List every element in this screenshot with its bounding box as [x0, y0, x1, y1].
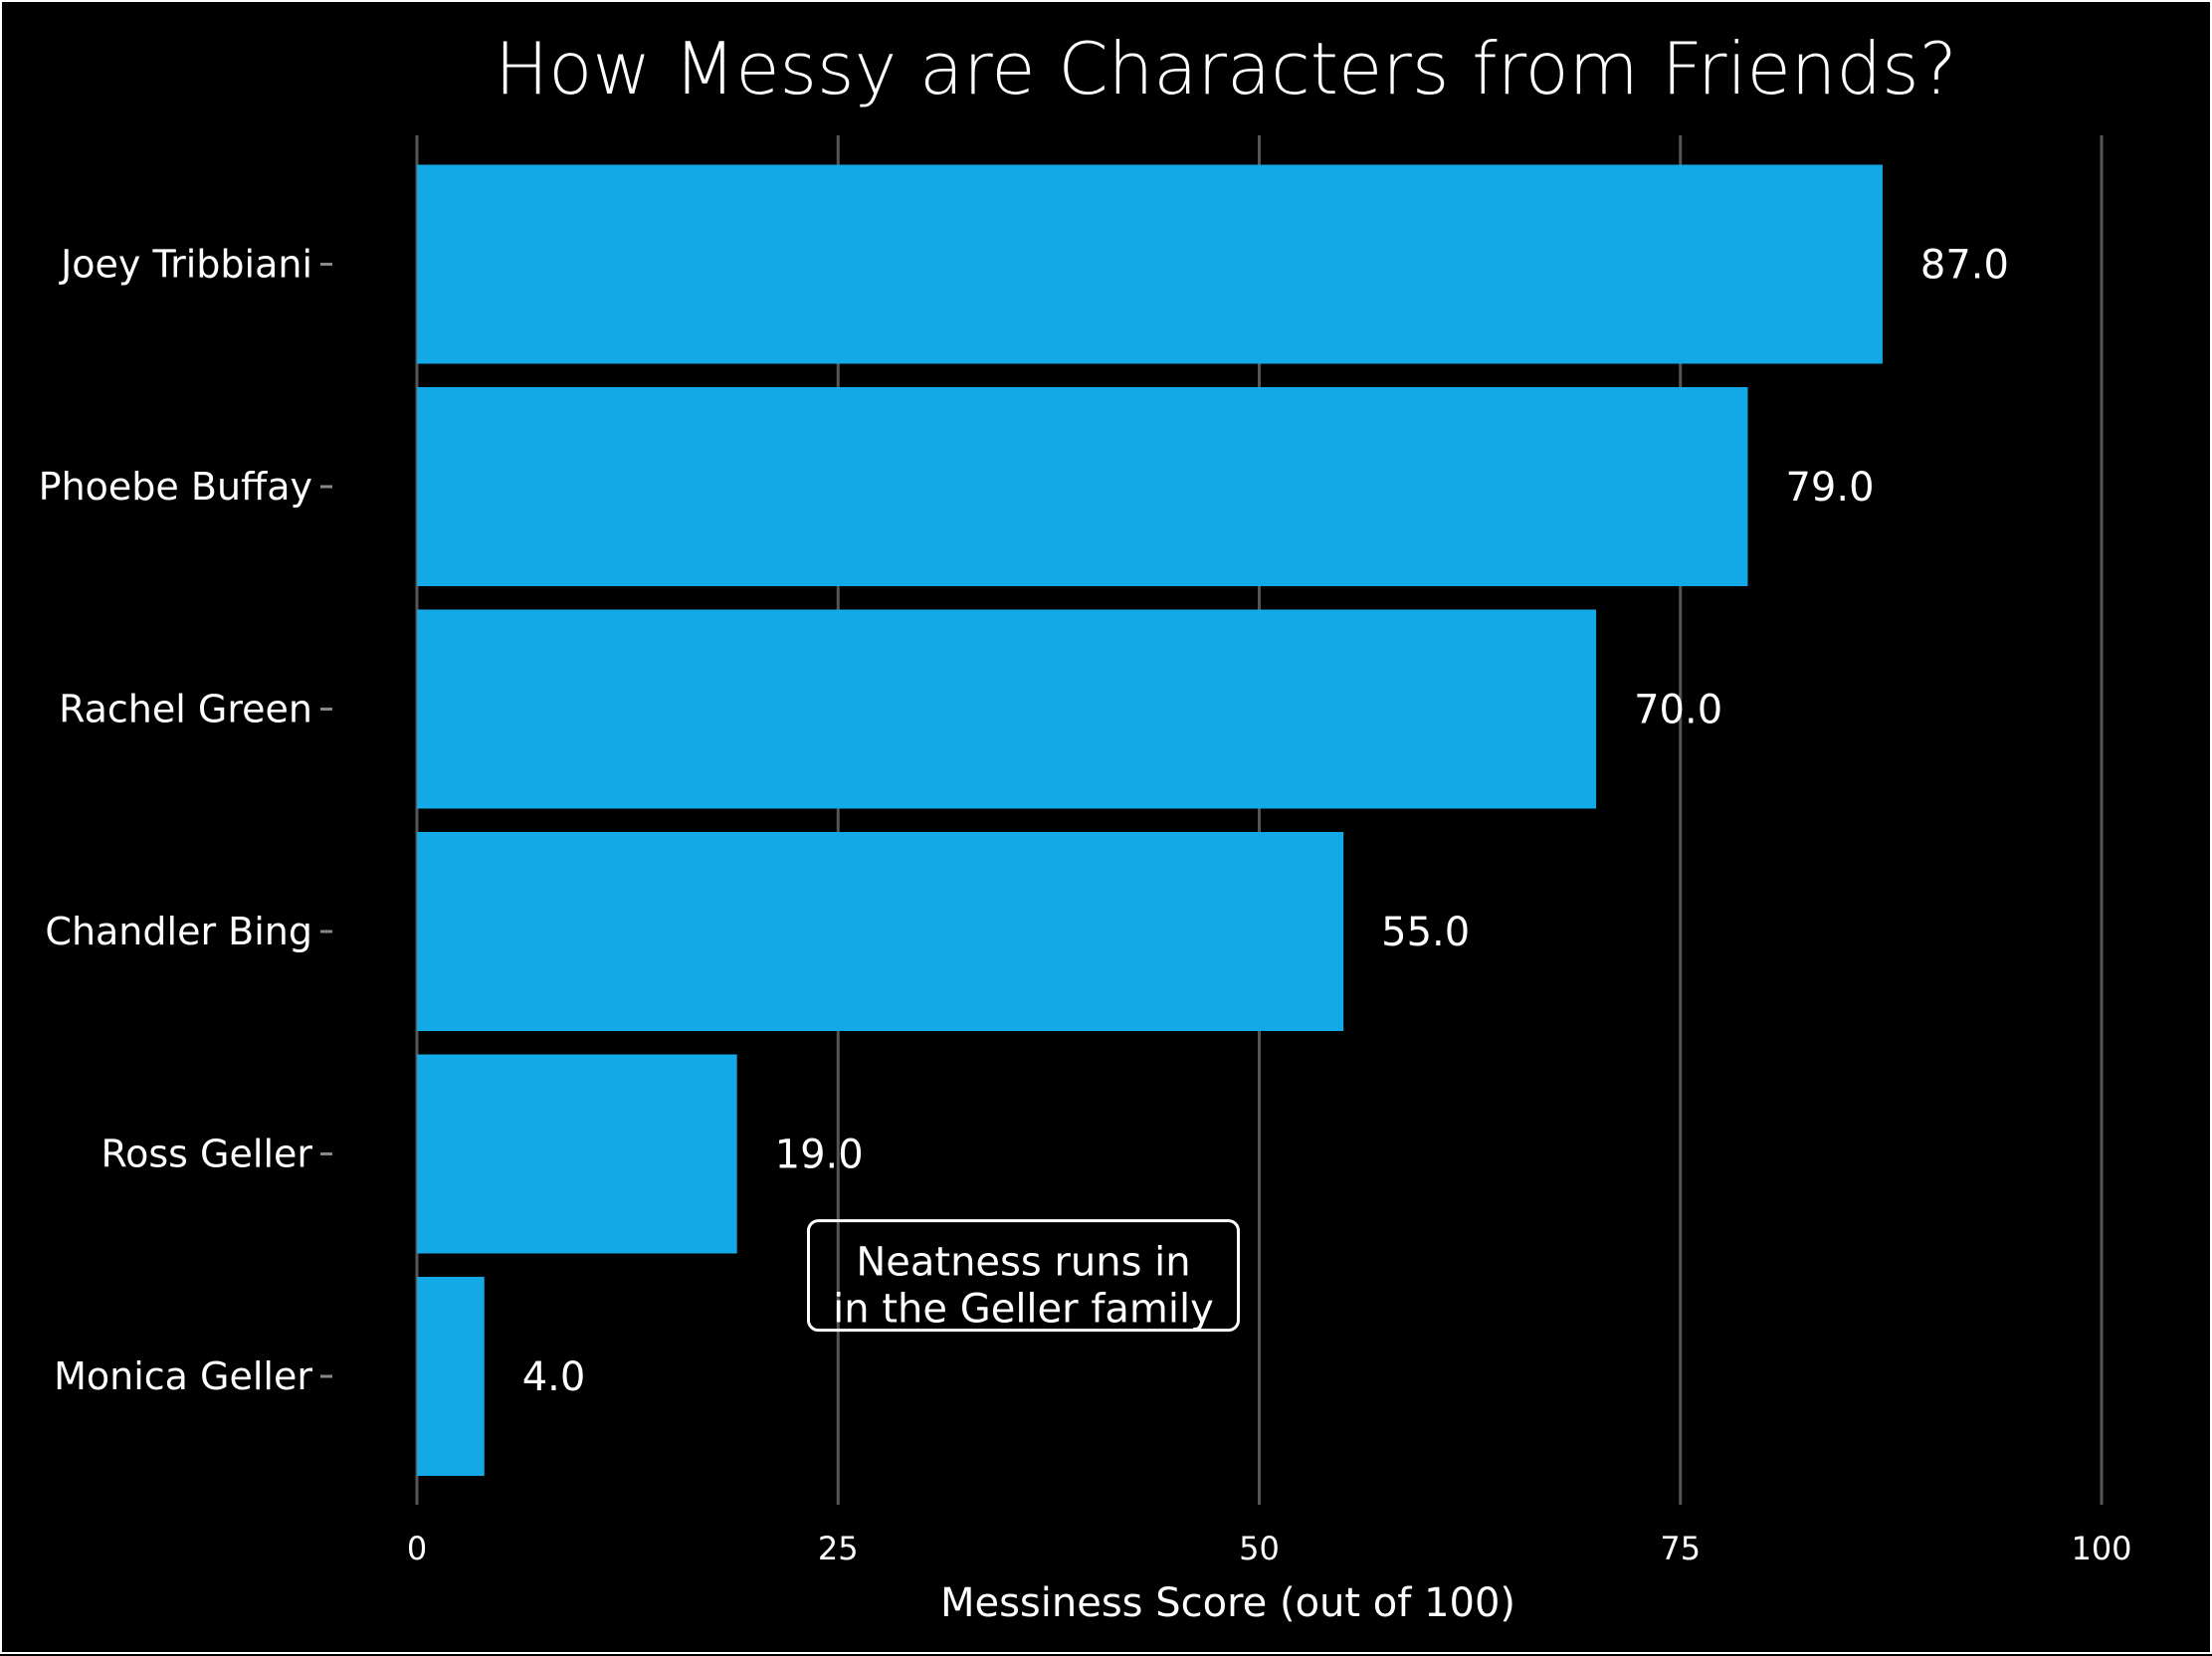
value-label-chandler-bing: 55.0	[1381, 910, 1470, 955]
value-labels: 87.0 79.0 70.0 55.0 19.0 4.0	[522, 243, 2009, 1401]
bar-phoebe-buffay	[417, 387, 1748, 586]
x-tick-label-100: 100	[2071, 1530, 2131, 1567]
value-label-rachel-green: 70.0	[1634, 688, 1722, 733]
bar-ross-geller	[417, 1054, 737, 1254]
annotation-box	[806, 1219, 1240, 1333]
bar-joey-tribbiani	[417, 164, 1883, 364]
annotation-line-2: in the Geller family	[833, 1287, 1214, 1333]
y-tick-label-ross-geller: Ross Geller	[101, 1133, 312, 1176]
value-label-joey-tribbiani: 87.0	[1920, 243, 2009, 289]
bar-rachel-green	[417, 609, 1597, 809]
x-tick-label-50: 50	[1239, 1530, 1280, 1567]
bar-monica-geller	[417, 1277, 485, 1476]
chart-title: How Messy are Characters from Friends?	[495, 27, 1957, 110]
y-tick-label-phoebe-buffay: Phoebe Buffay	[39, 465, 312, 509]
x-tick-label-0: 0	[407, 1530, 427, 1567]
x-axis-title: Messiness Score (out of 100)	[940, 1580, 1515, 1626]
y-axis: Joey Tribbiani Phoebe Buffay Rachel Green C…	[39, 243, 332, 1398]
y-tick-label-rachel-green: Rachel Green	[59, 688, 312, 731]
value-label-ross-geller: 19.0	[775, 1133, 864, 1178]
annotation-line-1: Neatness runs in	[856, 1240, 1190, 1286]
x-tick-label-25: 25	[818, 1530, 859, 1567]
bar-chandler-bing	[417, 832, 1344, 1031]
annotation: Neatness runs in in the Geller family	[806, 1219, 1240, 1333]
y-tick-label-joey-tribbiani: Joey Tribbiani	[59, 243, 312, 287]
value-label-phoebe-buffay: 79.0	[1785, 465, 1874, 511]
x-axis: 0 25 50 75 100	[407, 1530, 2132, 1567]
bars	[417, 164, 1883, 1476]
y-tick-label-chandler-bing: Chandler Bing	[45, 910, 312, 953]
x-tick-label-75: 75	[1660, 1530, 1701, 1567]
y-tick-label-monica-geller: Monica Geller	[54, 1354, 312, 1398]
value-label-monica-geller: 4.0	[522, 1354, 586, 1400]
